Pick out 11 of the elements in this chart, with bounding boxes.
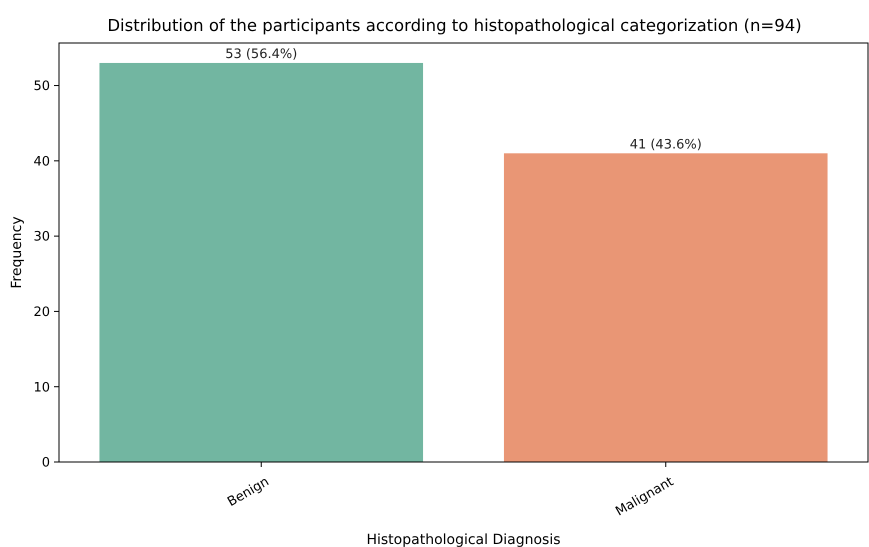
y-tick-label: 10 <box>33 380 50 396</box>
y-axis-title: Frequency <box>9 216 25 289</box>
y-tick-label: 50 <box>33 79 50 94</box>
y-tick-label: 0 <box>42 456 50 471</box>
x-axis-title: Histopathological Diagnosis <box>366 532 561 547</box>
data-label: 41 (43.6%) <box>630 137 702 152</box>
data-label: 53 (56.4%) <box>225 46 298 62</box>
chart-title: Distribution of the participants according to histopathological categorization (n=94) <box>107 16 802 35</box>
y-tick-label: 40 <box>33 154 50 170</box>
y-tick-label: 20 <box>33 304 50 320</box>
y-tick-label: 30 <box>33 230 50 245</box>
